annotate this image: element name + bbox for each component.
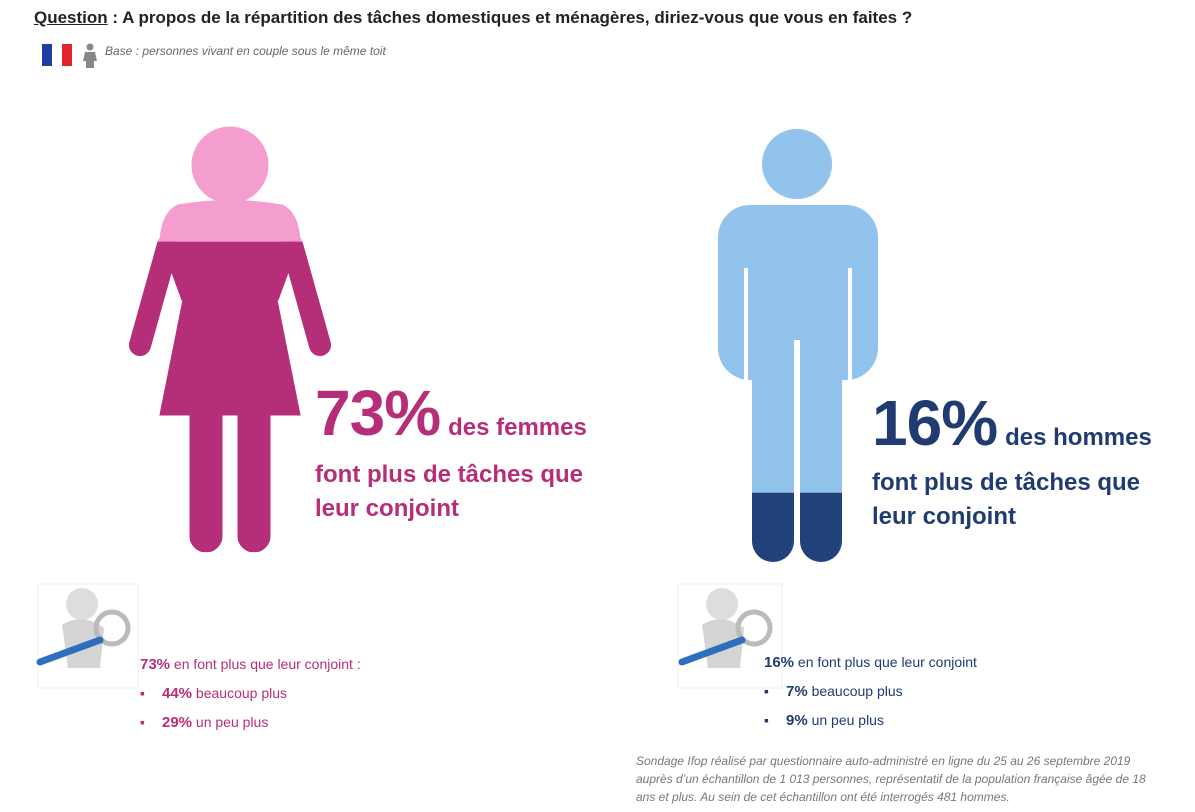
big-percent: 73%	[315, 377, 441, 449]
bullet-text: un peu plus	[807, 712, 884, 728]
question: Question : A propos de la répartition de…	[34, 8, 912, 28]
footnote: Sondage Ifop réalisé par questionnaire a…	[636, 754, 1146, 804]
bullet: 44% beaucoup plus	[140, 679, 361, 708]
headline: 73% des femmes	[315, 376, 587, 450]
magnifier-icon	[36, 583, 139, 689]
group: des femmes	[448, 414, 587, 441]
statement: font plus de tâches que leur conjoint	[872, 469, 1141, 530]
bullet: 29% un peu plus	[140, 708, 361, 737]
big-percent: 16%	[872, 387, 998, 459]
bullet-text: beaucoup plus	[192, 685, 287, 701]
detail: 16% en font plus que leur conjoint 7% be…	[764, 648, 977, 735]
bullet-percent: 29%	[162, 714, 193, 731]
bullet: 9% un peu plus	[764, 706, 977, 735]
question-label: Question	[34, 8, 108, 27]
detail-percent: 16%	[764, 654, 795, 671]
bullet-percent: 7%	[786, 683, 808, 700]
detail-text: en font plus que leur conjoint :	[170, 656, 361, 672]
base-note: Base : personnes vivant en couple sous l…	[105, 44, 386, 58]
detail: 73% en font plus que leur conjoint : 44%…	[140, 650, 361, 737]
bullet-percent: 9%	[786, 712, 808, 729]
bullet: 7% beaucoup plus	[764, 677, 977, 706]
bullet-text: beaucoup plus	[807, 683, 903, 699]
detail-percent: 73%	[140, 656, 171, 673]
detail-text: en font plus que leur conjoint	[794, 654, 977, 670]
group: des hommes	[1005, 424, 1152, 451]
base-icons	[42, 43, 97, 68]
bullet-percent: 44%	[162, 685, 193, 702]
statement: font plus de tâches que leur conjoint	[315, 461, 584, 522]
bullet-text: un peu plus	[192, 714, 269, 730]
question-text: : A propos de la répartition des tâches …	[107, 8, 913, 27]
magnifier-icon	[677, 583, 783, 689]
headline: 16% des hommes	[872, 386, 1152, 460]
